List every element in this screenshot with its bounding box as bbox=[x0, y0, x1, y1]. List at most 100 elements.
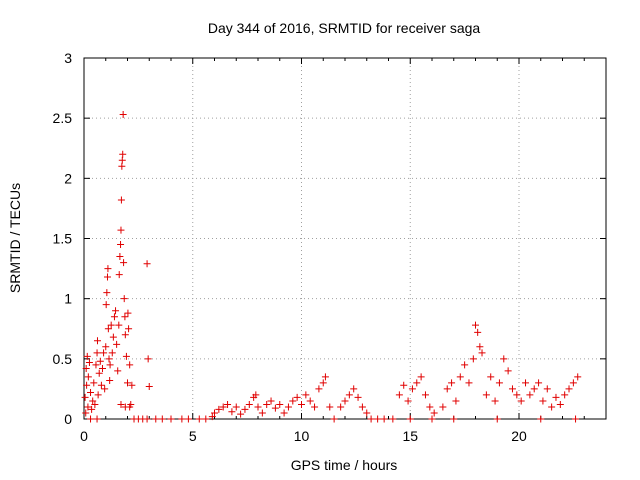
data-point bbox=[84, 403, 92, 411]
y-tick-label: 2 bbox=[64, 170, 72, 186]
data-point bbox=[103, 289, 111, 297]
data-point bbox=[241, 405, 249, 413]
data-point bbox=[94, 391, 102, 399]
x-axis-label: GPS time / hours bbox=[291, 457, 398, 473]
data-point bbox=[93, 337, 101, 345]
ticks: 0 5 10 15 20 0 0.5 1 1.5 2 2.5 3 bbox=[53, 50, 607, 444]
data-point bbox=[116, 253, 124, 261]
data-point bbox=[474, 328, 482, 336]
data-point bbox=[469, 355, 477, 363]
data-point bbox=[478, 349, 486, 357]
y-tick-label: 0 bbox=[64, 411, 72, 427]
data-point bbox=[450, 415, 458, 423]
x-tick-label: 5 bbox=[189, 428, 197, 444]
data-point bbox=[178, 415, 186, 423]
data-point bbox=[120, 259, 128, 267]
data-point bbox=[465, 379, 473, 387]
data-point bbox=[118, 156, 126, 164]
y-tick-label: 1 bbox=[64, 291, 72, 307]
data-point bbox=[561, 391, 569, 399]
data-point bbox=[195, 415, 203, 423]
data-point bbox=[144, 355, 152, 363]
data-point bbox=[95, 369, 103, 377]
data-point bbox=[574, 373, 582, 381]
data-point bbox=[106, 361, 114, 369]
y-tick-label: 0.5 bbox=[53, 351, 73, 367]
data-point bbox=[84, 373, 92, 381]
data-point bbox=[513, 391, 521, 399]
data-point bbox=[539, 397, 547, 405]
data-point bbox=[276, 401, 284, 409]
data-point bbox=[81, 393, 89, 401]
data-point bbox=[126, 403, 134, 411]
data-point bbox=[517, 397, 525, 405]
data-point bbox=[417, 373, 425, 381]
data-point bbox=[215, 405, 223, 413]
data-point bbox=[430, 409, 438, 417]
data-point bbox=[143, 415, 151, 423]
x-tick-label: 10 bbox=[294, 428, 310, 444]
data-point bbox=[426, 403, 434, 411]
data-point bbox=[232, 403, 240, 411]
data-point bbox=[443, 385, 451, 393]
data-point bbox=[526, 391, 534, 399]
data-point bbox=[115, 271, 123, 279]
data-point bbox=[117, 196, 125, 204]
data-point bbox=[537, 415, 545, 423]
y-tick-label: 2.5 bbox=[53, 110, 73, 126]
data-point bbox=[461, 361, 469, 369]
data-point bbox=[211, 409, 218, 417]
data-point bbox=[421, 391, 429, 399]
data-point bbox=[82, 364, 90, 372]
data-point bbox=[330, 415, 338, 423]
data-points bbox=[81, 111, 582, 423]
data-point bbox=[491, 397, 499, 405]
x-tick-label: 15 bbox=[402, 428, 418, 444]
data-point bbox=[100, 349, 108, 357]
data-point bbox=[102, 301, 110, 309]
data-point bbox=[110, 313, 118, 321]
data-point bbox=[112, 307, 120, 315]
data-point bbox=[114, 367, 122, 375]
data-point bbox=[145, 383, 153, 391]
data-point bbox=[452, 397, 460, 405]
data-point bbox=[224, 401, 232, 409]
data-point bbox=[126, 361, 134, 369]
data-point bbox=[102, 343, 110, 351]
data-point bbox=[83, 381, 91, 389]
data-point bbox=[406, 415, 414, 423]
data-point bbox=[493, 415, 501, 423]
data-point bbox=[389, 415, 397, 423]
data-point bbox=[258, 409, 266, 417]
data-point bbox=[530, 385, 538, 393]
data-point bbox=[245, 401, 253, 409]
data-point bbox=[487, 373, 495, 381]
x-tick-label: 0 bbox=[80, 428, 88, 444]
data-point bbox=[319, 379, 327, 387]
data-point bbox=[252, 391, 260, 399]
data-point bbox=[408, 385, 416, 393]
data-point bbox=[219, 403, 227, 411]
data-point bbox=[456, 373, 464, 381]
data-point bbox=[556, 401, 564, 409]
data-point bbox=[284, 403, 292, 411]
data-point bbox=[311, 403, 319, 411]
data-point bbox=[96, 357, 104, 365]
data-point bbox=[350, 385, 358, 393]
data-point bbox=[121, 313, 129, 321]
data-point bbox=[119, 111, 127, 119]
data-point bbox=[298, 401, 305, 409]
data-point bbox=[103, 273, 111, 281]
data-point bbox=[280, 409, 288, 417]
data-point bbox=[108, 349, 116, 357]
data-point bbox=[97, 381, 105, 389]
data-point bbox=[118, 162, 126, 170]
data-point bbox=[358, 403, 366, 411]
data-point bbox=[101, 385, 109, 393]
data-point bbox=[293, 393, 301, 401]
data-point bbox=[92, 361, 100, 369]
data-point bbox=[104, 265, 112, 273]
data-point bbox=[548, 403, 556, 411]
